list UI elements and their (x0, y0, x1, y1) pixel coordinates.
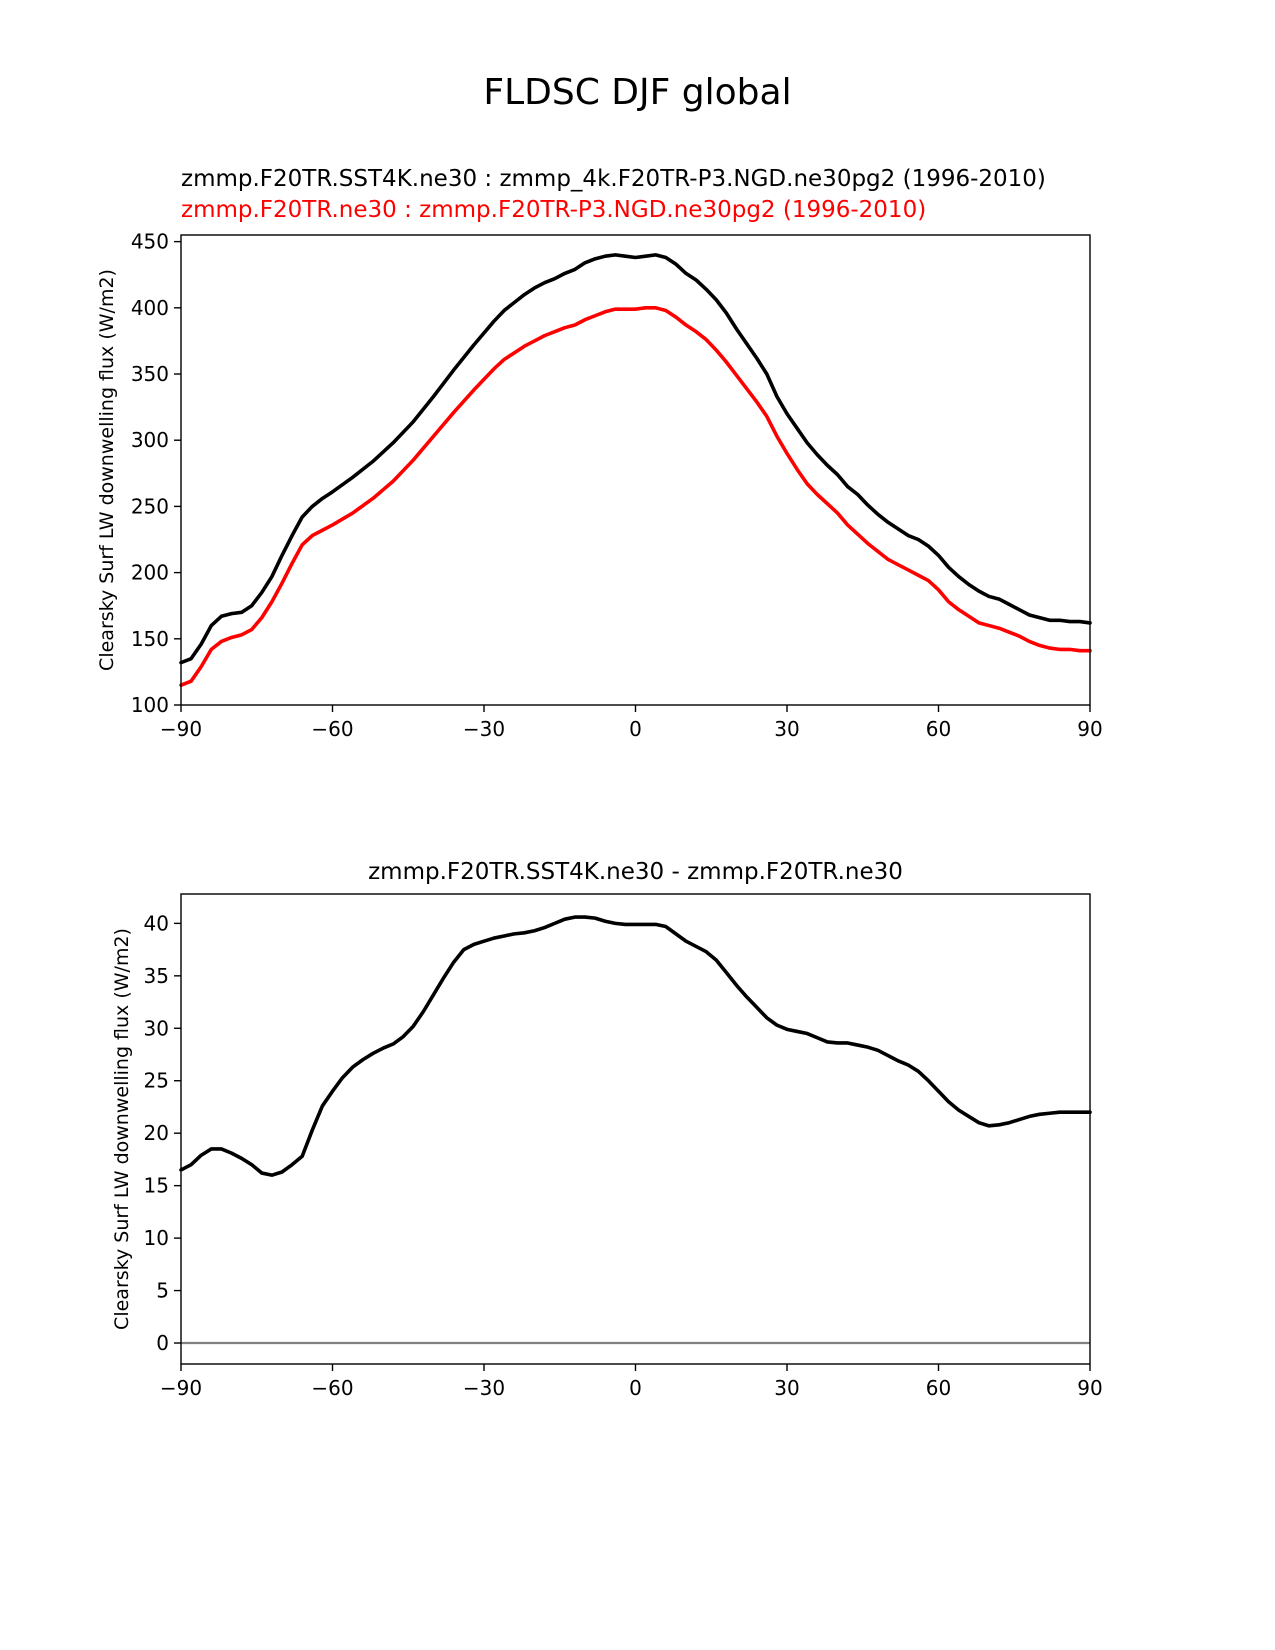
bottom-axes-frame (180, 893, 1091, 1365)
top-series-line-1 (179, 306, 1092, 687)
top-xtick-label: −30 (463, 717, 505, 741)
bottom-ytick-label: 25 (144, 1069, 169, 1093)
top-chart-title-line-2: zmmp.F20TR.ne30 : zmmp.F20TR-P3.NGD.ne30… (181, 197, 927, 223)
top-ytick-label: 250 (131, 494, 169, 518)
top-ylabel: Clearsky Surf LW downwelling flux (W/m2) (96, 269, 118, 671)
bottom-ytick-label: 35 (144, 964, 169, 988)
bottom-xtick-label: 0 (629, 1376, 642, 1400)
top-ytick-label: 200 (131, 561, 169, 585)
top-axes-frame (180, 234, 1091, 706)
bottom-xtick-label: 30 (774, 1376, 799, 1400)
top-chart-title-line-1: zmmp.F20TR.SST4K.ne30 : zmmp_4k.F20TR-P3… (181, 166, 1046, 192)
bottom-series-line-0 (179, 915, 1092, 1177)
top-ytick-label: 400 (131, 296, 169, 320)
bottom-ytick-label: 30 (144, 1016, 169, 1040)
bottom-xtick-label: −60 (311, 1376, 353, 1400)
top-ytick-label: 350 (131, 362, 169, 386)
top-xtick-label: 0 (629, 717, 642, 741)
bottom-xtick-label: 90 (1077, 1376, 1102, 1400)
bottom-ytick-label: 40 (144, 911, 169, 935)
bottom-xtick-label: 60 (926, 1376, 951, 1400)
top-ytick-label: 300 (131, 428, 169, 452)
bottom-chart-title: zmmp.F20TR.SST4K.ne30 - zmmp.F20TR.ne30 (368, 859, 903, 885)
bottom-xtick-label: −30 (463, 1376, 505, 1400)
bottom-ytick-label: 5 (156, 1279, 169, 1303)
bottom-xtick-label: −90 (160, 1376, 202, 1400)
bottom-ytick-label: 15 (144, 1174, 169, 1198)
top-xtick-label: 30 (774, 717, 799, 741)
top-ytick-label: 450 (131, 230, 169, 254)
bottom-ylabel: Clearsky Surf LW downwelling flux (W/m2) (111, 928, 133, 1330)
bottom-ytick-label: 0 (156, 1331, 169, 1355)
top-series-line-0 (179, 253, 1092, 665)
figure-title: FLDSC DJF global (483, 72, 792, 113)
top-ytick-label: 100 (131, 693, 169, 717)
top-xtick-label: 60 (926, 717, 951, 741)
bottom-ytick-label: 10 (144, 1226, 169, 1250)
top-xtick-label: −60 (311, 717, 353, 741)
bottom-ytick-label: 20 (144, 1121, 169, 1145)
top-ytick-label: 150 (131, 627, 169, 651)
top-xtick-label: −90 (160, 717, 202, 741)
top-xtick-label: 90 (1077, 717, 1102, 741)
